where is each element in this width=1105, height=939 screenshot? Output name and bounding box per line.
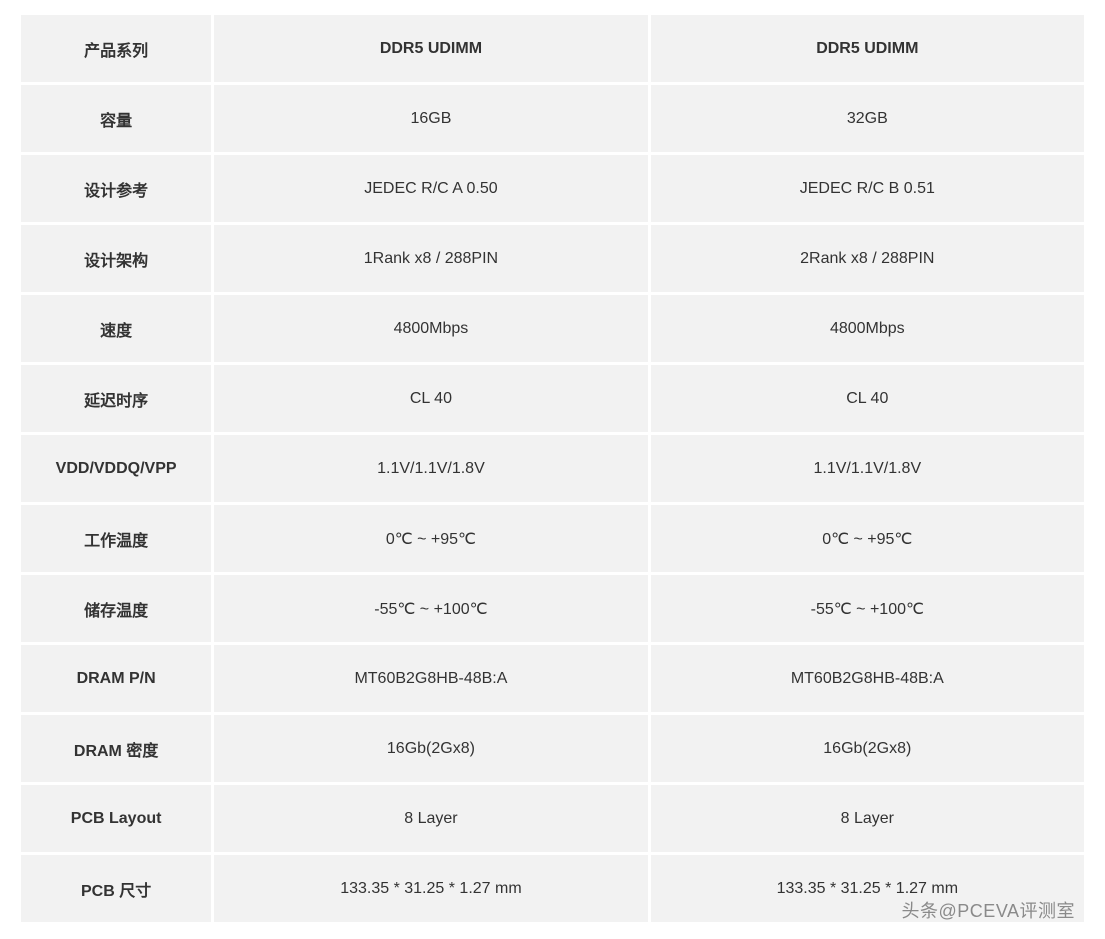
col-header-label: 产品系列 [21, 15, 211, 82]
row-label: 储存温度 [21, 575, 211, 642]
row-val-1: 0℃ ~ +95℃ [214, 505, 647, 572]
row-val-2: 133.35 * 31.25 * 1.27 mm [651, 855, 1084, 922]
table-row: DRAM 密度 16Gb(2Gx8) 16Gb(2Gx8) [21, 715, 1084, 782]
table-row: 设计参考 JEDEC R/C A 0.50 JEDEC R/C B 0.51 [21, 155, 1084, 222]
table-row: PCB Layout 8 Layer 8 Layer [21, 785, 1084, 852]
col-header-product1: DDR5 UDIMM [214, 15, 647, 82]
row-label: 设计架构 [21, 225, 211, 292]
row-val-1: 16GB [214, 85, 647, 152]
row-label: 设计参考 [21, 155, 211, 222]
row-val-1: 8 Layer [214, 785, 647, 852]
row-label: PCB 尺寸 [21, 855, 211, 922]
row-val-1: CL 40 [214, 365, 647, 432]
row-val-1: JEDEC R/C A 0.50 [214, 155, 647, 222]
row-val-1: MT60B2G8HB-48B:A [214, 645, 647, 712]
row-label: VDD/VDDQ/VPP [21, 435, 211, 502]
table-row: PCB 尺寸 133.35 * 31.25 * 1.27 mm 133.35 *… [21, 855, 1084, 922]
row-label: PCB Layout [21, 785, 211, 852]
table-row: 设计架构 1Rank x8 / 288PIN 2Rank x8 / 288PIN [21, 225, 1084, 292]
row-label: 工作温度 [21, 505, 211, 572]
row-val-2: 0℃ ~ +95℃ [651, 505, 1084, 572]
row-val-2: 1.1V/1.1V/1.8V [651, 435, 1084, 502]
row-val-2: JEDEC R/C B 0.51 [651, 155, 1084, 222]
table-row: 工作温度 0℃ ~ +95℃ 0℃ ~ +95℃ [21, 505, 1084, 572]
row-label: DRAM P/N [21, 645, 211, 712]
row-label: DRAM 密度 [21, 715, 211, 782]
row-label: 延迟时序 [21, 365, 211, 432]
table-row: VDD/VDDQ/VPP 1.1V/1.1V/1.8V 1.1V/1.1V/1.… [21, 435, 1084, 502]
row-val-1: -55℃ ~ +100℃ [214, 575, 647, 642]
row-label: 速度 [21, 295, 211, 362]
table-row: DRAM P/N MT60B2G8HB-48B:A MT60B2G8HB-48B… [21, 645, 1084, 712]
table-header-row: 产品系列 DDR5 UDIMM DDR5 UDIMM [21, 15, 1084, 82]
row-val-1: 1.1V/1.1V/1.8V [214, 435, 647, 502]
row-val-2: 32GB [651, 85, 1084, 152]
table-row: 延迟时序 CL 40 CL 40 [21, 365, 1084, 432]
row-label: 容量 [21, 85, 211, 152]
row-val-1: 4800Mbps [214, 295, 647, 362]
row-val-2: -55℃ ~ +100℃ [651, 575, 1084, 642]
page-container: 产品系列 DDR5 UDIMM DDR5 UDIMM 容量 16GB 32GB … [0, 0, 1105, 937]
row-val-2: 16Gb(2Gx8) [651, 715, 1084, 782]
row-val-2: CL 40 [651, 365, 1084, 432]
row-val-2: 8 Layer [651, 785, 1084, 852]
table-row: 速度 4800Mbps 4800Mbps [21, 295, 1084, 362]
row-val-2: 2Rank x8 / 288PIN [651, 225, 1084, 292]
row-val-2: MT60B2G8HB-48B:A [651, 645, 1084, 712]
spec-table: 产品系列 DDR5 UDIMM DDR5 UDIMM 容量 16GB 32GB … [18, 12, 1087, 925]
row-val-2: 4800Mbps [651, 295, 1084, 362]
table-row: 储存温度 -55℃ ~ +100℃ -55℃ ~ +100℃ [21, 575, 1084, 642]
row-val-1: 1Rank x8 / 288PIN [214, 225, 647, 292]
row-val-1: 133.35 * 31.25 * 1.27 mm [214, 855, 647, 922]
row-val-1: 16Gb(2Gx8) [214, 715, 647, 782]
col-header-product2: DDR5 UDIMM [651, 15, 1084, 82]
table-row: 容量 16GB 32GB [21, 85, 1084, 152]
